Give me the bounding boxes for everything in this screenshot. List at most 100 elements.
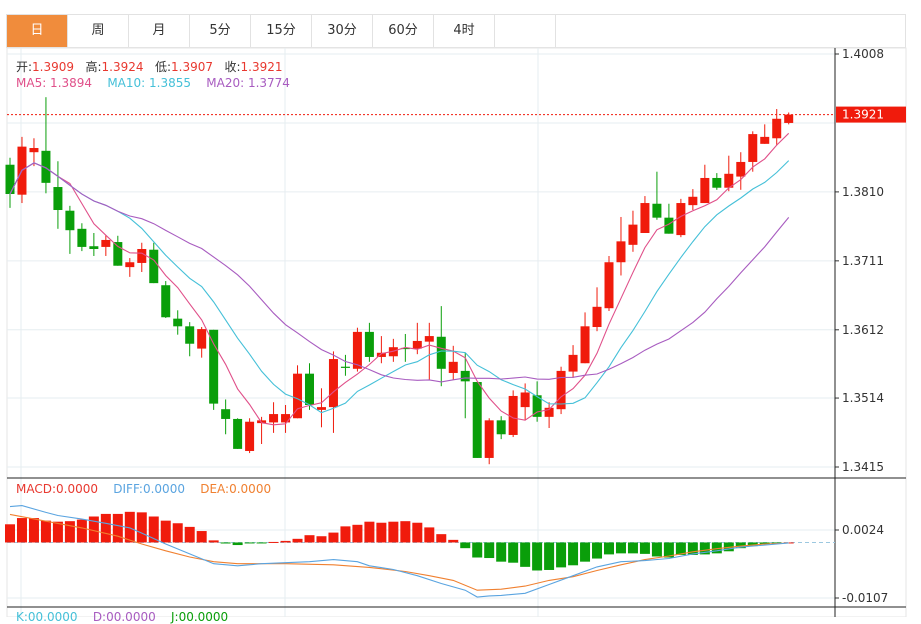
macd-bar <box>388 521 399 543</box>
candle-body <box>484 420 494 458</box>
chart-frame <box>6 47 907 617</box>
candle-body <box>580 326 590 364</box>
high-label: 高: <box>85 60 102 74</box>
candle-body <box>676 203 686 236</box>
j-value: J:00.0000 <box>170 610 229 624</box>
tab-15min[interactable]: 15分 <box>251 15 312 47</box>
macd-bar <box>663 542 674 558</box>
tab-30min[interactable]: 30分 <box>312 15 373 47</box>
candle-body <box>448 361 458 373</box>
macd-bar <box>627 542 638 554</box>
tab-4hour[interactable]: 4时 <box>434 15 495 47</box>
y-tick-label: 1.3711 <box>842 254 884 268</box>
candle-body <box>736 161 746 177</box>
macd-bar <box>735 542 746 549</box>
ma10-line <box>9 160 790 414</box>
candle-body <box>460 370 470 382</box>
macd-bar <box>759 542 770 545</box>
candle-body <box>412 340 422 349</box>
close-label: 收: <box>224 60 241 74</box>
candle-body <box>556 370 566 410</box>
macd-bar <box>220 542 231 544</box>
candle-body <box>185 326 195 344</box>
macd-bar <box>304 535 315 543</box>
candle-body <box>293 373 303 419</box>
macd-bar <box>711 542 722 554</box>
macd-bar <box>232 542 243 546</box>
candle-body <box>748 134 758 162</box>
macd-bar <box>100 513 111 543</box>
candle-body <box>568 354 578 372</box>
macd-bar <box>88 516 99 543</box>
tab-month[interactable]: 月 <box>129 15 190 47</box>
macd-bar <box>364 521 375 543</box>
candle-body <box>197 329 207 349</box>
macd-bar <box>436 534 447 543</box>
macd-bar <box>568 542 579 566</box>
candle-body <box>652 203 662 218</box>
macd-bar <box>172 523 183 543</box>
macd-bar <box>651 542 662 557</box>
macd-bar <box>148 516 159 543</box>
candle-body <box>125 262 135 268</box>
candle-body <box>316 407 326 410</box>
candle-body <box>233 418 243 449</box>
macd-bar <box>184 526 195 543</box>
d-value: D:00.0000 <box>92 610 156 624</box>
tab-5min[interactable]: 5分 <box>190 15 251 47</box>
macd-bar <box>196 531 207 543</box>
candle-body <box>101 239 111 247</box>
candle-body <box>221 409 231 419</box>
candle-body <box>5 164 15 194</box>
candle-body <box>604 262 614 309</box>
macd-bar <box>112 513 123 543</box>
candle-body <box>376 352 386 357</box>
macd-bar <box>5 524 15 543</box>
macd-bar <box>136 512 147 543</box>
macd-bar <box>747 542 758 547</box>
macd-bar <box>28 518 39 543</box>
macd-bar <box>244 542 255 544</box>
macd-bar <box>472 542 483 558</box>
macd-bar <box>604 542 614 555</box>
candle-body <box>269 414 279 423</box>
last-price-label: 1.3921 <box>842 108 884 122</box>
macd-bar <box>520 542 531 567</box>
candle-body <box>29 148 39 153</box>
macd-info: MACD:0.0000 DIFF:0.0000 DEA:0.0000 <box>16 482 271 496</box>
macd-bar <box>76 519 87 543</box>
y-tick-label: -0.0107 <box>842 591 888 605</box>
tab-60min[interactable]: 60分 <box>373 15 434 47</box>
macd-bar <box>460 542 471 549</box>
candle-body <box>592 306 602 328</box>
candle-body <box>424 336 434 342</box>
candle-body <box>53 187 63 211</box>
macd-bar <box>208 540 219 543</box>
candle-body <box>436 336 446 369</box>
macd-bar <box>675 542 686 555</box>
macd-bar <box>292 538 303 543</box>
macd-bar <box>268 541 279 543</box>
candle-body <box>664 217 674 234</box>
macd-bar <box>412 522 423 543</box>
tab-week[interactable]: 周 <box>68 15 129 47</box>
ohlc-info: 开:1.3909 高:1.3924 低:1.3907 收:1.3921 <box>16 58 283 75</box>
macd-bar <box>687 542 698 555</box>
diff-value: DIFF:0.0000 <box>113 482 185 496</box>
tab-empty <box>495 15 556 47</box>
dea-value: DEA:0.0000 <box>200 482 272 496</box>
macd-bar <box>532 542 543 571</box>
candle-body <box>89 246 99 250</box>
last-price-badge <box>836 106 906 123</box>
tab-day[interactable]: 日 <box>7 15 68 47</box>
macd-bar <box>340 526 351 543</box>
candle-body <box>340 366 350 368</box>
macd-bar <box>544 542 555 570</box>
candle-body <box>173 318 183 327</box>
candle-body <box>532 395 542 417</box>
dea-line <box>9 513 789 591</box>
candle-body <box>628 224 638 245</box>
candle-body <box>784 114 794 123</box>
macd-bar <box>328 532 339 543</box>
